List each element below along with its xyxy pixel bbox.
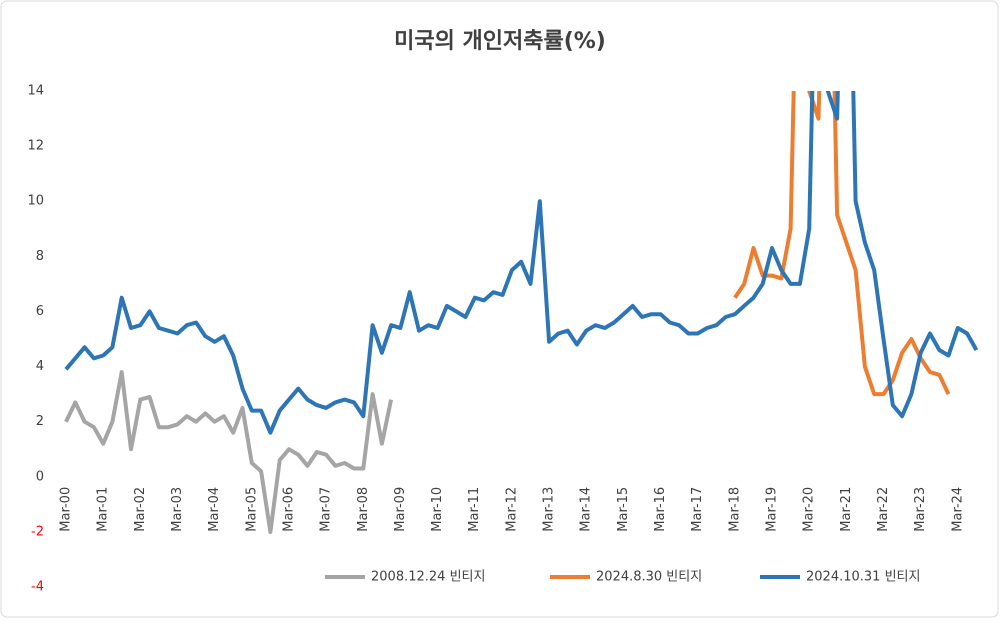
chart-title: 미국의 개인저축률(%) bbox=[394, 29, 606, 54]
x-tick-label: Mar-06 bbox=[281, 487, 296, 532]
x-tick-label: Mar-04 bbox=[207, 487, 222, 532]
y-tick-label: 12 bbox=[27, 139, 44, 154]
series-line bbox=[64, 370, 394, 534]
x-tick-label: Mar-07 bbox=[319, 487, 334, 532]
x-tick-label: Mar-20 bbox=[802, 487, 817, 532]
x-tick-label: Mar-24 bbox=[950, 487, 965, 532]
series-line bbox=[64, 91, 979, 435]
y-tick-label: -4 bbox=[31, 580, 44, 595]
series-line bbox=[733, 91, 951, 397]
x-tick-label: Mar-09 bbox=[393, 487, 408, 532]
legend-label: 2008.12.24 빈티지 bbox=[371, 570, 485, 585]
x-tick-label: Mar-17 bbox=[690, 487, 705, 532]
y-tick-label: 0 bbox=[36, 469, 44, 484]
x-tick-label: Mar-13 bbox=[542, 487, 557, 532]
x-tick-label: Mar-02 bbox=[133, 487, 148, 532]
y-tick-label: 14 bbox=[27, 84, 44, 99]
x-tick-label: Mar-08 bbox=[356, 487, 371, 532]
x-tick-label: Mar-22 bbox=[876, 487, 891, 532]
x-tick-label: Mar-00 bbox=[59, 487, 74, 532]
x-tick-label: Mar-14 bbox=[579, 487, 594, 532]
legend-label: 2024.10.31 빈티지 bbox=[806, 570, 920, 585]
x-tick-label: Mar-16 bbox=[653, 487, 668, 532]
y-tick-label: 6 bbox=[36, 304, 44, 319]
y-tick-label: 8 bbox=[36, 249, 44, 264]
x-tick-label: Mar-18 bbox=[727, 487, 742, 532]
x-tick-label: Mar-19 bbox=[765, 487, 780, 532]
y-tick-label: 4 bbox=[36, 359, 44, 374]
x-tick-label: Mar-15 bbox=[616, 487, 631, 532]
x-tick-label: Mar-03 bbox=[170, 487, 185, 532]
y-tick-label: 10 bbox=[27, 194, 44, 209]
y-tick-label: -2 bbox=[31, 524, 44, 539]
x-tick-label: Mar-23 bbox=[913, 487, 928, 532]
x-tick-label: Mar-11 bbox=[467, 487, 482, 532]
x-tick-label: Mar-12 bbox=[504, 487, 519, 532]
y-tick-label: 2 bbox=[36, 414, 44, 429]
x-tick-label: Mar-10 bbox=[430, 487, 445, 532]
x-tick-label: Mar-05 bbox=[244, 487, 259, 532]
x-tick-label: Mar-01 bbox=[96, 487, 111, 532]
x-tick-label: Mar-21 bbox=[839, 487, 854, 532]
legend-label: 2024.8.30 빈티지 bbox=[596, 570, 702, 585]
